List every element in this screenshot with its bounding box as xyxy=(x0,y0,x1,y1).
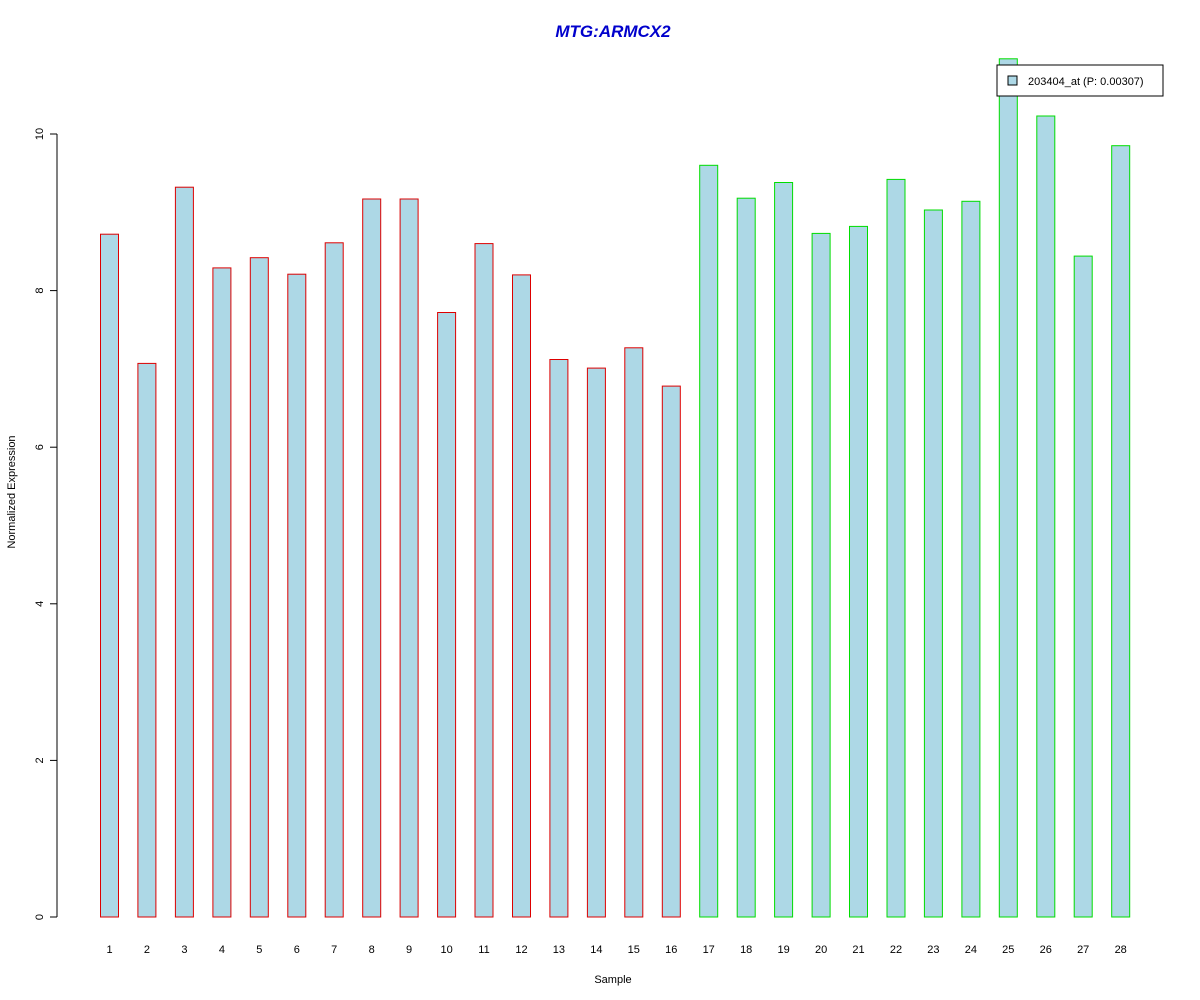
x-tick-label: 4 xyxy=(219,944,225,956)
bar xyxy=(362,198,382,918)
x-tick-label: 12 xyxy=(515,944,527,956)
bar xyxy=(324,242,344,918)
bar xyxy=(699,164,719,918)
x-tick-label: 23 xyxy=(927,944,939,956)
bar xyxy=(661,385,681,918)
x-tick-label: 6 xyxy=(294,944,300,956)
x-tick-label: 17 xyxy=(703,944,715,956)
x-tick-label: 16 xyxy=(665,944,677,956)
y-tick-label: 0 xyxy=(34,914,46,920)
bar xyxy=(1073,255,1093,918)
x-tick-label: 5 xyxy=(256,944,262,956)
x-tick-label: 2 xyxy=(144,944,150,956)
bar xyxy=(961,200,981,918)
y-tick-label: 10 xyxy=(34,128,46,140)
bar xyxy=(923,209,943,918)
x-tick-label: 14 xyxy=(590,944,602,956)
x-tick-label: 22 xyxy=(890,944,902,956)
bar xyxy=(212,267,232,918)
bar xyxy=(586,367,606,918)
x-tick-label: 18 xyxy=(740,944,752,956)
bar xyxy=(998,58,1018,918)
bar xyxy=(100,233,119,918)
y-tick-label: 2 xyxy=(34,757,46,763)
y-tick-label: 8 xyxy=(34,288,46,294)
y-tick-label: 6 xyxy=(34,444,46,450)
bar xyxy=(811,232,831,918)
bar xyxy=(174,186,194,918)
x-tick-label: 1 xyxy=(106,944,112,956)
legend-box xyxy=(996,64,1164,97)
x-tick-label: 15 xyxy=(628,944,640,956)
y-tick-label: 4 xyxy=(34,601,46,607)
bar xyxy=(1036,115,1056,918)
legend-label: 203404_at (P: 0.00307) xyxy=(1028,76,1144,88)
bar xyxy=(1111,145,1131,918)
bar xyxy=(886,178,906,918)
y-axis: 0 2 4 6 8 10 xyxy=(34,128,58,920)
x-tick-label: 19 xyxy=(777,944,789,956)
x-tick-label: 9 xyxy=(406,944,412,956)
bar xyxy=(849,225,868,918)
x-tick-label: 3 xyxy=(181,944,187,956)
y-axis-label: Normalized Expression xyxy=(6,435,18,548)
x-axis-label: Sample xyxy=(594,974,631,986)
bar xyxy=(512,274,531,918)
x-tick-label: 28 xyxy=(1115,944,1127,956)
x-tick-labels: 1 2 3 4 5 6 7 8 9 10 11 12 13 14 15 16 17 18 19 20 21 22 23 24 2… xyxy=(106,944,1126,956)
legend-swatch xyxy=(1007,75,1018,86)
bar xyxy=(474,243,494,918)
bar xyxy=(736,197,756,918)
x-tick-label: 8 xyxy=(369,944,375,956)
x-tick-label: 27 xyxy=(1077,944,1089,956)
x-tick-label: 25 xyxy=(1002,944,1014,956)
bar xyxy=(137,362,157,918)
bar xyxy=(399,198,419,918)
x-tick-label: 24 xyxy=(965,944,977,956)
bar xyxy=(774,182,794,918)
x-tick-label: 20 xyxy=(815,944,827,956)
bars xyxy=(100,58,1131,918)
x-tick-label: 13 xyxy=(553,944,565,956)
chart-title: MTG:ARMCX2 xyxy=(555,22,671,41)
bar xyxy=(624,347,644,918)
bar xyxy=(287,273,307,918)
x-tick-label: 7 xyxy=(331,944,337,956)
x-tick-label: 11 xyxy=(478,944,489,956)
x-tick-label: 21 xyxy=(852,944,864,956)
x-tick-label: 10 xyxy=(440,944,452,956)
legend: 203404_at (P: 0.00307) xyxy=(996,64,1164,97)
bar xyxy=(249,257,269,918)
bar xyxy=(549,359,569,918)
x-tick-label: 26 xyxy=(1040,944,1052,956)
bar xyxy=(437,312,457,918)
